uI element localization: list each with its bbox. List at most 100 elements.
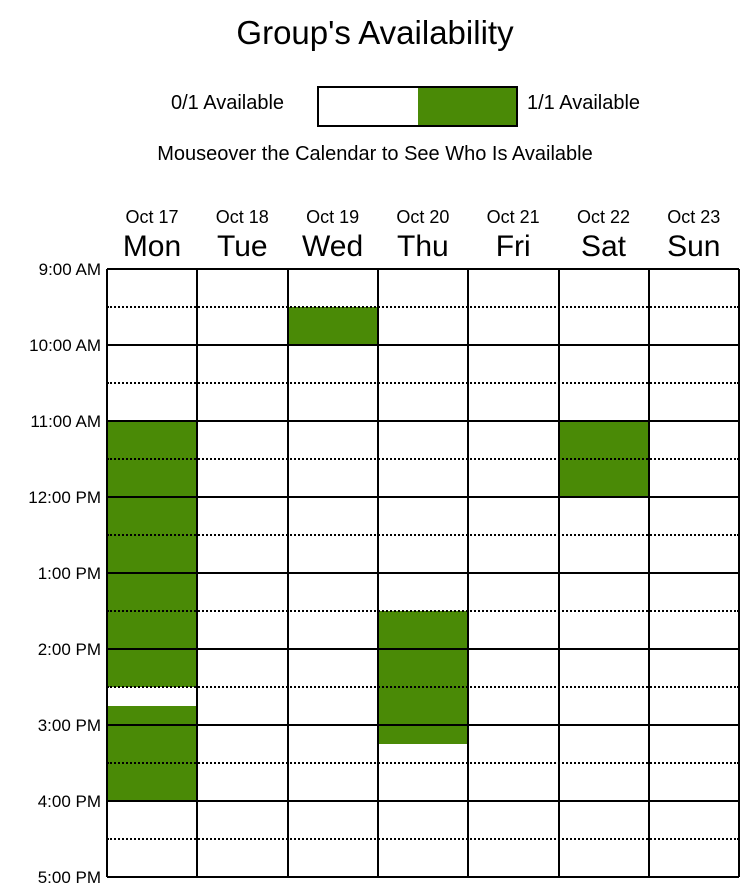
slot-cell[interactable] <box>468 687 558 725</box>
slot-cell[interactable] <box>559 839 649 877</box>
slot-cell[interactable] <box>378 839 468 877</box>
slot-cell[interactable] <box>649 459 739 497</box>
slot-cell[interactable] <box>559 649 649 687</box>
slot-cell[interactable] <box>559 535 649 573</box>
slot-cell[interactable] <box>649 839 739 877</box>
slot-cell[interactable] <box>197 459 287 497</box>
slot-cell[interactable] <box>559 497 649 535</box>
slot-cell[interactable] <box>197 611 287 649</box>
slot-cell[interactable] <box>559 269 649 307</box>
slot-cell[interactable] <box>197 839 287 877</box>
slot-cell[interactable] <box>197 535 287 573</box>
slot-cell[interactable] <box>649 611 739 649</box>
slot-cell[interactable] <box>468 459 558 497</box>
slot-cell[interactable] <box>649 687 739 725</box>
slot-cell[interactable] <box>378 497 468 535</box>
slot-cell[interactable] <box>378 269 468 307</box>
slot-cell[interactable] <box>649 269 739 307</box>
slot-cell[interactable] <box>649 725 739 763</box>
slot-cell[interactable] <box>197 725 287 763</box>
availability-block-wed[interactable] <box>288 307 378 345</box>
slot-cell[interactable] <box>559 611 649 649</box>
slot-cell[interactable] <box>288 497 378 535</box>
slot-cell[interactable] <box>468 649 558 687</box>
slot-cell[interactable] <box>649 345 739 383</box>
slot-cell[interactable] <box>288 459 378 497</box>
slot-cell[interactable] <box>468 383 558 421</box>
slot-cell[interactable] <box>288 383 378 421</box>
slot-cell[interactable] <box>288 763 378 801</box>
slot-cell[interactable] <box>288 649 378 687</box>
slot-cell[interactable] <box>378 345 468 383</box>
slot-cell[interactable] <box>468 269 558 307</box>
slot-cell[interactable] <box>378 573 468 611</box>
slot-cell[interactable] <box>559 687 649 725</box>
slot-cell[interactable] <box>197 649 287 687</box>
slot-cell[interactable] <box>468 839 558 877</box>
slot-cell[interactable] <box>468 421 558 459</box>
slot-cell[interactable] <box>107 383 197 421</box>
slot-cell[interactable] <box>197 307 287 345</box>
slot-cell[interactable] <box>559 345 649 383</box>
slot-cell[interactable] <box>649 497 739 535</box>
slot-cell[interactable] <box>468 307 558 345</box>
slot-cell[interactable] <box>197 687 287 725</box>
slot-cell[interactable] <box>649 383 739 421</box>
slot-cell[interactable] <box>649 763 739 801</box>
slot-cell[interactable] <box>107 345 197 383</box>
slot-cell[interactable] <box>288 535 378 573</box>
slot-cell[interactable] <box>649 307 739 345</box>
slot-cell[interactable] <box>468 497 558 535</box>
slot-cell[interactable] <box>559 383 649 421</box>
slot-cell[interactable] <box>197 497 287 535</box>
slot-cell[interactable] <box>107 801 197 839</box>
slot-cell[interactable] <box>107 307 197 345</box>
slot-cell[interactable] <box>468 801 558 839</box>
slot-cell[interactable] <box>378 307 468 345</box>
slot-cell[interactable] <box>197 383 287 421</box>
slot-cell[interactable] <box>288 421 378 459</box>
slot-cell[interactable] <box>378 801 468 839</box>
slot-cell[interactable] <box>378 421 468 459</box>
slot-cell[interactable] <box>288 725 378 763</box>
slot-cell[interactable] <box>468 345 558 383</box>
slot-cell[interactable] <box>649 573 739 611</box>
slot-cell[interactable] <box>649 649 739 687</box>
slot-cell[interactable] <box>649 801 739 839</box>
slot-cell[interactable] <box>378 763 468 801</box>
slot-cell[interactable] <box>107 269 197 307</box>
slot-cell[interactable] <box>197 573 287 611</box>
availability-block-thu[interactable] <box>378 611 469 744</box>
slot-cell[interactable] <box>378 383 468 421</box>
availability-grid[interactable] <box>106 268 741 878</box>
slot-cell[interactable] <box>468 611 558 649</box>
slot-cell[interactable] <box>468 535 558 573</box>
slot-cell[interactable] <box>559 763 649 801</box>
slot-cell[interactable] <box>288 269 378 307</box>
slot-cell[interactable] <box>197 421 287 459</box>
slot-cell[interactable] <box>649 535 739 573</box>
slot-cell[interactable] <box>288 611 378 649</box>
slot-cell[interactable] <box>559 801 649 839</box>
slot-cell[interactable] <box>649 421 739 459</box>
slot-cell[interactable] <box>288 573 378 611</box>
slot-cell[interactable] <box>378 535 468 573</box>
slot-cell[interactable] <box>559 307 649 345</box>
availability-block-mon[interactable] <box>108 706 198 801</box>
slot-cell[interactable] <box>107 839 197 877</box>
slot-cell[interactable] <box>288 345 378 383</box>
slot-cell[interactable] <box>288 801 378 839</box>
slot-cell[interactable] <box>288 687 378 725</box>
slot-cell[interactable] <box>197 763 287 801</box>
slot-cell[interactable] <box>468 763 558 801</box>
slot-cell[interactable] <box>559 573 649 611</box>
slot-cell[interactable] <box>378 459 468 497</box>
slot-cell[interactable] <box>468 725 558 763</box>
slot-cell[interactable] <box>197 269 287 307</box>
slot-cell[interactable] <box>197 801 287 839</box>
slot-cell[interactable] <box>559 725 649 763</box>
slot-cell[interactable] <box>468 573 558 611</box>
slot-cell[interactable] <box>197 345 287 383</box>
slot-cell[interactable] <box>288 839 378 877</box>
availability-block-mon[interactable] <box>108 421 198 687</box>
